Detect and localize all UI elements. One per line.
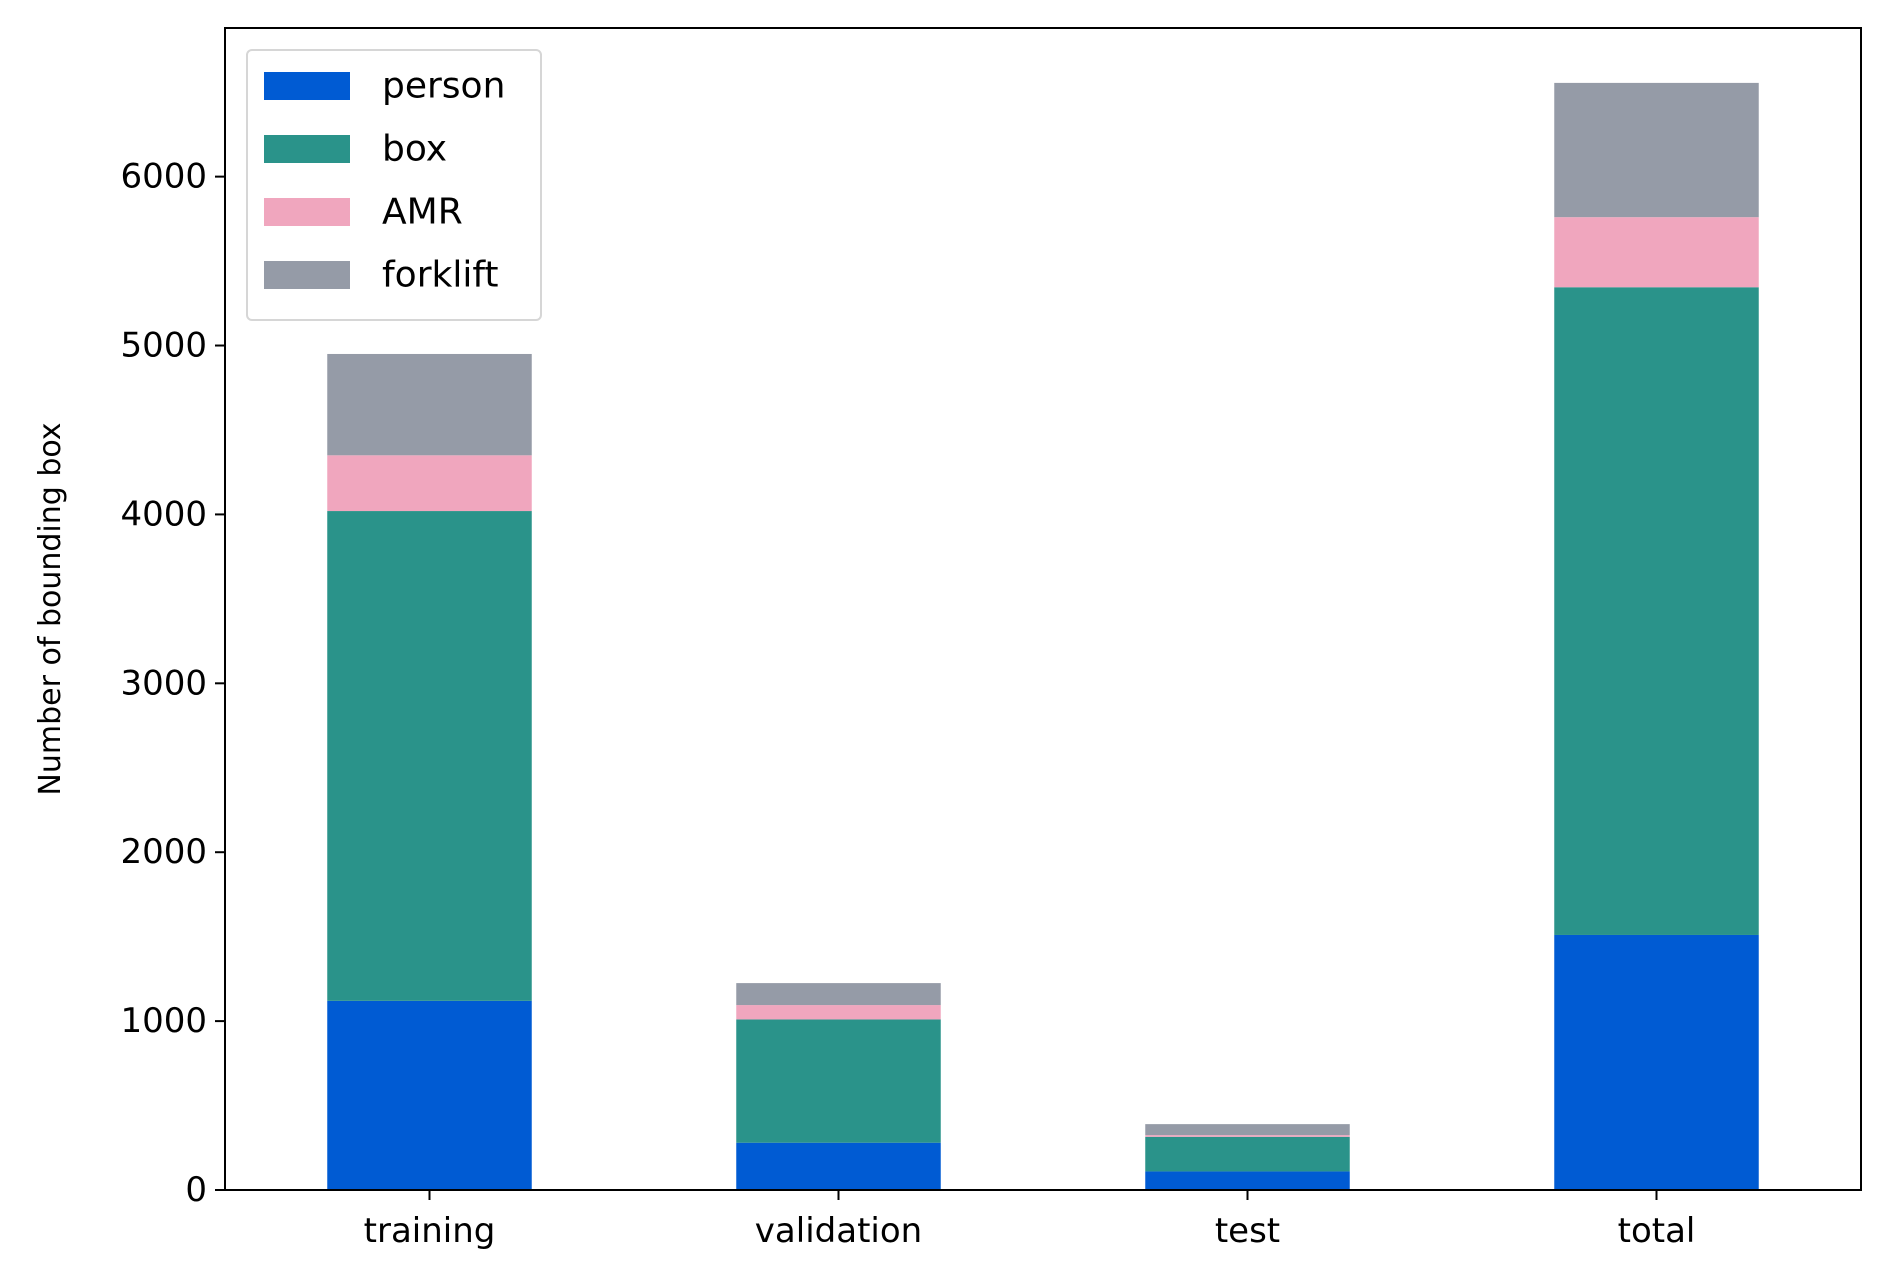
legend-label-person: person	[382, 66, 505, 107]
bar-total-AMR	[1554, 217, 1759, 288]
x-tick-label-test: test	[1215, 1211, 1280, 1251]
bar-test-box	[1145, 1136, 1350, 1172]
x-axis: training validation test total	[364, 1190, 1696, 1251]
bar-validation-forklift	[736, 983, 941, 1006]
y-axis-title: Number of bounding box	[33, 422, 68, 795]
y-tick-label: 3000	[120, 663, 207, 703]
bar-validation-AMR	[736, 1005, 941, 1020]
bar-test-person	[1145, 1171, 1350, 1190]
y-tick-label: 5000	[120, 326, 207, 366]
bar-validation-person	[736, 1142, 941, 1190]
y-tick-label: 4000	[120, 494, 207, 534]
legend-frame	[246, 49, 542, 321]
y-tick-label: 2000	[120, 832, 207, 872]
bars-group	[327, 82, 1759, 1190]
legend-swatch-person	[264, 72, 350, 100]
legend: person box AMR forklift	[246, 49, 542, 321]
bar-validation-box	[736, 1019, 941, 1143]
bar-training-person	[327, 1000, 532, 1190]
bar-training-box	[327, 511, 532, 1001]
legend-swatch-box	[264, 135, 350, 163]
legend-swatch-AMR	[264, 198, 350, 226]
legend-swatch-forklift	[264, 261, 350, 289]
y-tick-label: 1000	[120, 1001, 207, 1041]
legend-label-box: box	[382, 129, 447, 170]
x-tick-label-total: total	[1618, 1211, 1696, 1251]
bar-training-forklift	[327, 353, 532, 456]
bar-total-person	[1554, 934, 1759, 1190]
y-axis: 0 1000 2000 3000 4000 5000 6000	[120, 157, 225, 1210]
bar-training-AMR	[327, 455, 532, 512]
y-tick-label: 6000	[120, 157, 207, 197]
bar-test-AMR	[1145, 1135, 1350, 1137]
legend-label-AMR: AMR	[382, 192, 463, 233]
y-tick-label: 0	[185, 1170, 207, 1210]
plot-area-frame	[224, 27, 1862, 1191]
bar-test-forklift	[1145, 1124, 1350, 1136]
legend-label-forklift: forklift	[382, 255, 499, 296]
x-tick-label-validation: validation	[755, 1211, 922, 1251]
bar-total-forklift	[1554, 82, 1759, 218]
bar-total-box	[1554, 287, 1759, 935]
x-tick-label-training: training	[364, 1211, 496, 1251]
